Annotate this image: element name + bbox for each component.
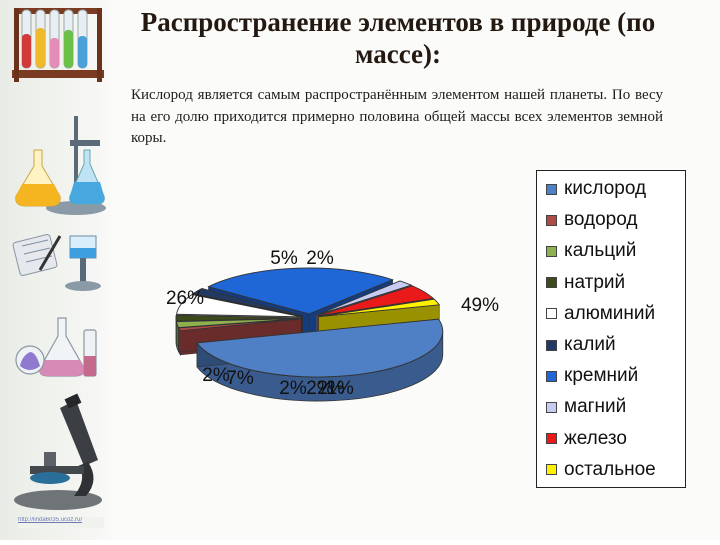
legend-swatch [546,277,557,289]
legend-entry-7: магний [546,395,626,419]
legend-label: водород [564,209,638,231]
legend-label: кислород [564,178,647,199]
pie-slice-7 [316,280,413,316]
pie-data-label-1: 1% [326,378,354,399]
legend-swatch [546,339,557,351]
legend-label: магний [564,396,627,418]
pie-data-label-4: 7% [226,368,254,389]
legend-label: остальное [564,458,656,480]
footer-url-link[interactable]: http://linda6035.ucoz.ru/ [18,517,104,528]
pie-slice-5 [192,288,303,317]
legend-label: алюминий [564,302,656,324]
intro-paragraph: Кислород является самым распространённым… [131,87,663,146]
pie-data-label-8: 5% [270,248,298,269]
sidebar-decoration: http://linda6035.ucoz.ru/ [0,0,118,540]
legend-label: кальций [564,240,637,262]
pie-data-label-9: 2% [306,248,334,269]
pie-slice-2 [175,318,302,329]
legend-swatch [546,183,557,195]
legend-entry-1: водород [546,208,638,232]
sidebar-illustrations [12,8,106,510]
legend-swatch [546,464,557,476]
pie-data-label-3: 2% [279,378,307,399]
legend-entry-3: натрий [546,271,625,295]
pie-slice-4 [176,294,302,318]
pie-slice-8 [317,285,435,317]
pie-slice-9 [318,298,441,318]
chemistry-flasks-icon [15,116,106,215]
test-tube-rack-icon [12,8,104,82]
legend-entry-0: кислород [546,177,646,201]
pie-data-label-5: 2% [317,378,345,399]
legend-label: кремний [564,365,639,387]
slide-title: Распространение элементов в природе (по … [140,7,656,69]
legend-swatch [546,308,557,320]
legend-entry-8: железо [546,427,627,451]
notebook-pen-icon [12,234,101,291]
legend-label: калий [564,334,616,355]
legend-label: натрий [564,271,626,293]
legend-entry-6: кремний [546,364,638,388]
pie-tops [175,267,444,378]
legend-swatch [546,214,557,226]
legend-swatch [546,433,557,445]
pie-data-label-6: 26% [166,288,204,309]
legend-entry-2: кальций [546,239,636,263]
legend-swatch [546,370,557,382]
microscope-icon [14,393,102,510]
legend-entry-5: калий [546,333,616,357]
chart-legend: кислород водород кальций натрий алюминий кали… [536,170,686,488]
legend-entry-4: алюминий [546,302,655,326]
glassware-icon [15,317,97,377]
pie-data-label-0: 49% [461,295,499,316]
pie-slice-0 [196,318,444,378]
pie-data-label-7: 2% [202,365,230,386]
legend-swatch [546,245,557,257]
pie-slice-3 [175,314,302,322]
pie-data-label-2: 2% [306,378,334,399]
pie-slice-6 [207,267,394,315]
legend-entry-9: остальное [546,458,656,482]
legend-label: железо [564,427,627,449]
pie-data-labels: 49%1%2%2%7% 2%26%2%5% 2% [166,248,499,399]
legend-swatch [546,401,557,413]
